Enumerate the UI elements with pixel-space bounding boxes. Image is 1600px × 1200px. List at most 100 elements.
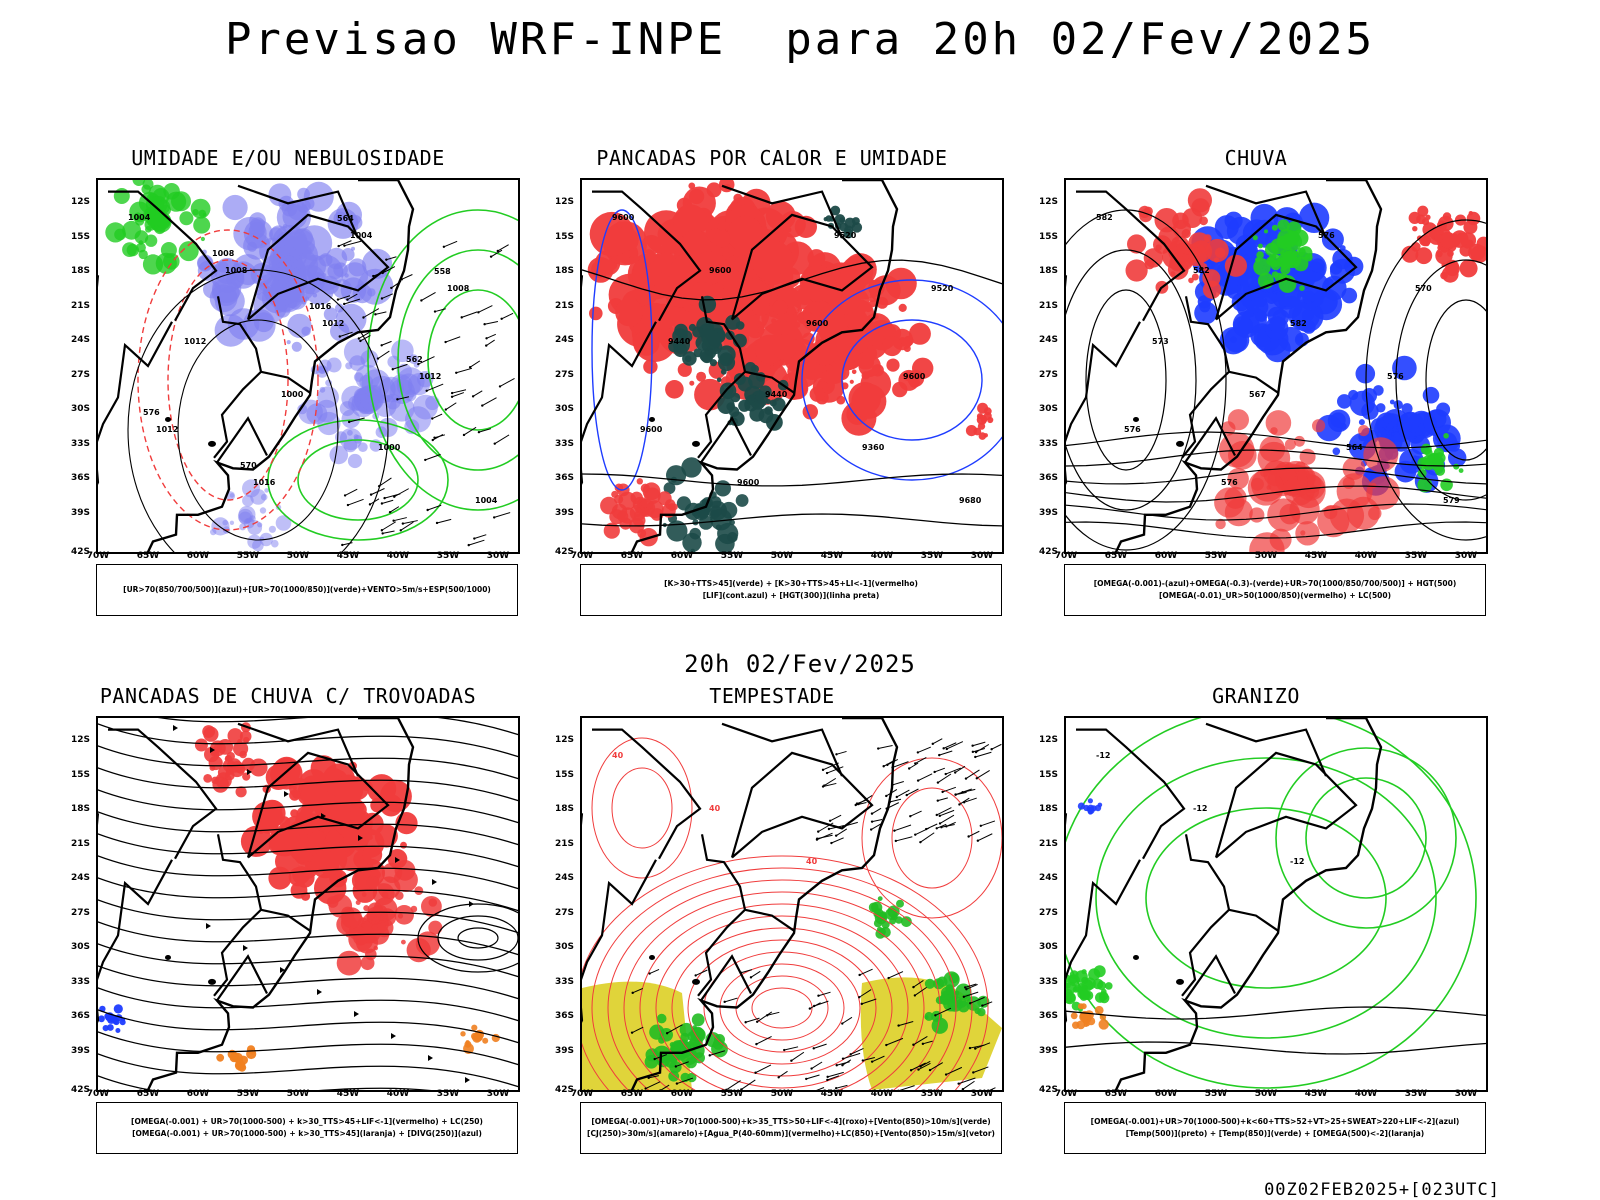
wind-vector [500,317,503,320]
thunderstorm-red-field [421,896,442,917]
panel-chuva: CHUVA 12S 15S 18S 21S 24S 27S 30S 33S 36S 39S 42S 58… [1026,146,1488,616]
wind-vector [740,969,753,974]
humidity-blue-field [268,525,276,533]
temp850-green-speck [1105,982,1113,990]
legend-box: [OMEGA(-0.001)-(azul)+OMEGA(-0.3)-(verde… [1064,564,1486,616]
border-line [721,184,844,239]
wind-vector [478,428,491,433]
wind-vector [442,245,446,249]
wind-vector [784,1046,799,1051]
heat-convection-red-field [614,494,624,504]
rain-red-field [1247,469,1284,506]
wind-vector [870,812,874,815]
wind-vector [936,807,952,816]
lat-tick-label: 21S [1038,300,1058,311]
rain-red-field [1412,226,1418,232]
wind-green-field [895,916,903,924]
wind-vector [830,841,833,845]
wind-vector [977,833,993,842]
humidity-blue-field [242,479,260,498]
humidity-blue-field [229,520,235,525]
wind-vector [826,1078,829,1082]
wind-vector [401,274,413,280]
wind-vector [485,344,488,347]
streamline-arrow [173,725,178,731]
wind-vector [471,395,475,398]
forecast-map: 1004 1008 1012 1012 1012 1016 1004 1008 1012 1000… [98,180,518,552]
temp850-green-speck [1066,996,1073,1004]
heat-convection-teal-field [692,519,699,526]
lat-tick-label: 24S [554,873,574,883]
wind-vector [906,788,919,796]
thickness-red-contour [137,229,319,531]
hgt500-black-contour [1085,289,1167,471]
heat-convection-red-field [682,229,708,256]
rain-green-field [1458,468,1464,473]
thunderstorm-red-field [372,883,395,906]
wind-vector [858,989,872,998]
wind-vector [916,779,920,782]
wind-vector [963,797,977,803]
rain-red-field [1279,503,1301,525]
wind-vector [936,781,940,784]
longitude-axis: 70W 65W 60W 55W 50W 45W 40W 35W 30W [571,550,1004,564]
contour-label: 1016 [253,478,276,487]
lat-tick-label: 21S [554,838,574,849]
contour-label: 573 [1152,337,1169,346]
wind-vector [452,389,467,394]
wind-vector [871,1055,885,1063]
contour-label: 9600 [709,266,732,275]
thunderstorm-orange-field [482,1037,489,1044]
wind-vector [920,832,935,843]
wind-vector [744,1021,747,1024]
lat-tick-label: 33S [554,976,574,987]
wind-vector [817,830,820,833]
forecast-map: 9600 9600 9600 9600 9600 9600 9520 9520 9440 9440… [582,180,1002,552]
humidity-green-contour [427,289,518,431]
forecast-map: 40 40 40 [582,718,1002,1090]
wind-vector [477,430,481,434]
lat-tick-label: 33S [1038,438,1058,449]
thunderstorm-red-field [219,778,229,788]
longitude-axis: 70W 65W 60W 55W 50W 45W 40W 35W 30W [1055,1088,1488,1102]
lon-tick-label: 40W [1354,551,1378,561]
rain-blue-field [1349,390,1375,416]
wind-vector [945,1066,963,1076]
rain-red-field [1440,233,1453,246]
contour-label: 9680 [959,496,982,505]
wind-vector [821,768,825,772]
rain-green-field [1277,229,1296,248]
thunderstorm-red-field [290,882,308,899]
rain-blue-field [1265,316,1289,340]
heat-convection-teal-field [729,519,735,526]
wind-vector [486,333,496,339]
thunderstorm-orange-field [465,1040,470,1045]
legend-line: [CJ(250)>30m/s](amarelo)+[Agua_P(40-60mm… [587,1129,995,1138]
thunderstorm-red-field [401,939,406,945]
wind-vector [925,823,938,830]
thunderstorm-red-field [394,905,415,925]
heat-convection-red-field [976,414,988,425]
wind-vector [393,517,407,522]
humidity-green-speck [141,184,151,195]
heat-convection-red-field [965,425,978,437]
border-line [237,184,360,239]
humidity-blue-field [282,231,308,257]
lon-tick-label: 30W [970,551,994,561]
lc850-red-contour [671,927,893,1089]
heat-convection-red-field [589,306,603,321]
latitude-axis: 12S 15S 18S 21S 24S 27S 30S 33S 36S 39S 42S [1026,716,1062,1095]
wind-vector [450,391,454,395]
wind-vector [909,815,912,818]
border-line [108,190,218,322]
wind-vector [400,521,414,531]
wind-vector [349,417,365,423]
panel-pancadas-calor: PANCADAS POR CALOR E UMIDADE 12S 15S 18S 21S… [542,146,1004,616]
wind-vector [849,1053,852,1056]
lat-tick-label: 42S [70,547,90,557]
latitude-axis: 12S 15S 18S 21S 24S 27S 30S 33S 36S 39S 42S [542,178,578,557]
lat-tick-label: 36S [554,1011,574,1021]
wind-vector [791,1051,805,1062]
heat-convection-red-field [733,193,743,203]
lon-tick-label: 35W [436,1089,460,1099]
